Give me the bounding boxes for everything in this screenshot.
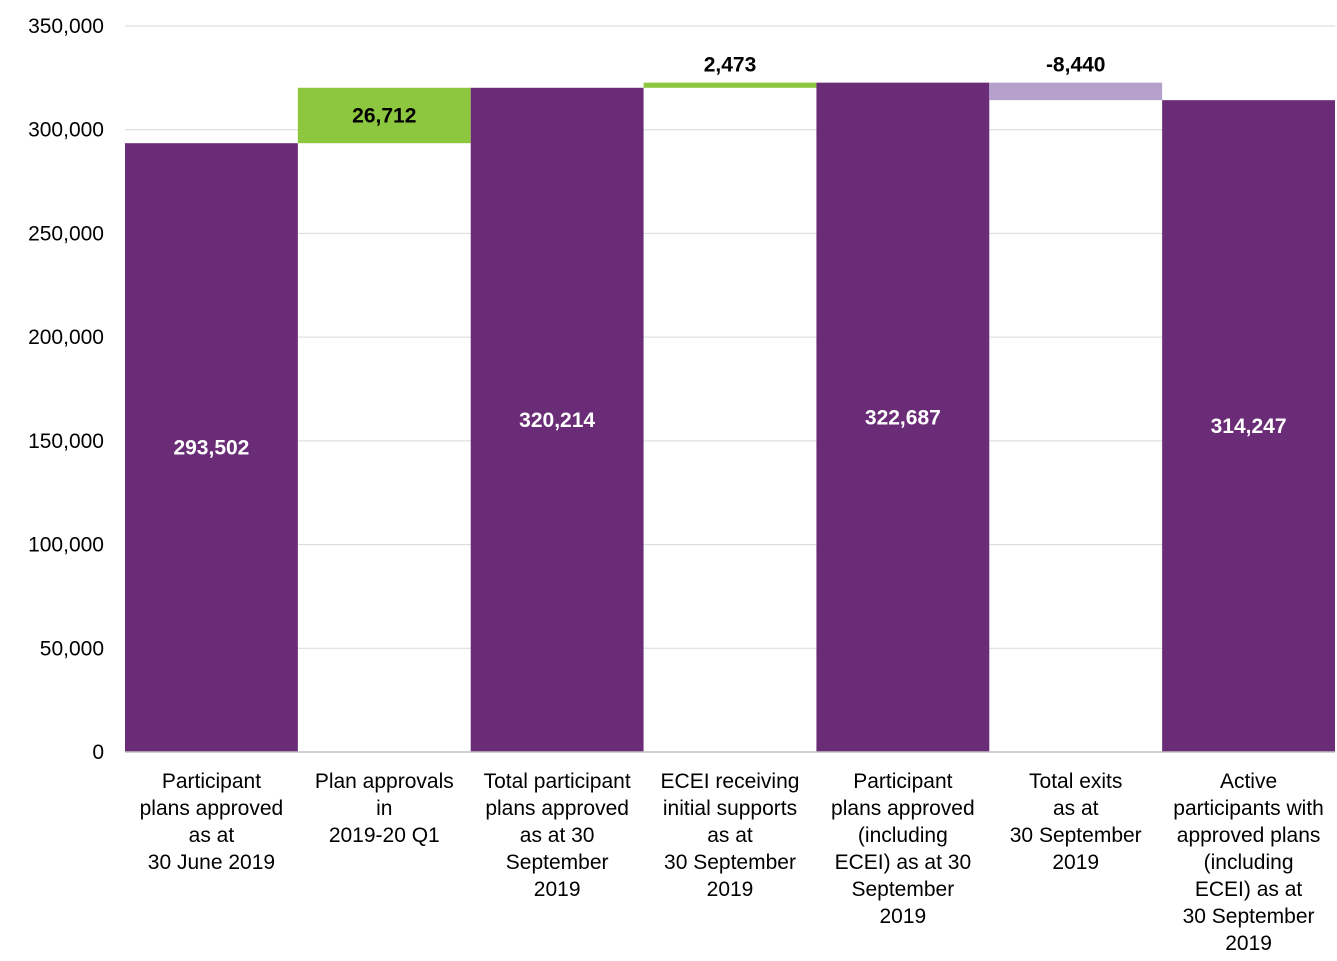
x-category-label-line: Plan approvals <box>315 770 454 793</box>
x-category-label: ECEI receiving initial supports as at 30 Se… <box>661 770 800 901</box>
data-label: -8,440 <box>1046 54 1106 77</box>
x-category-label-line: Active <box>1220 770 1277 793</box>
x-category-label-line: 30 September <box>1183 905 1315 928</box>
x-category-label: Total exits as at 30 September 2019 <box>1010 770 1142 874</box>
x-category-label: Plan approvals in 2019-20 Q1 <box>315 770 454 847</box>
x-category-label-line: (including <box>858 824 948 847</box>
x-category-label-line: 30 June 2019 <box>148 851 275 874</box>
y-tick-label: 200,000 <box>28 326 104 349</box>
bar-total <box>816 82 990 752</box>
y-tick-label: 150,000 <box>28 430 104 453</box>
x-category-label-line: 2019 <box>1052 851 1099 874</box>
y-tick-label: 300,000 <box>28 119 104 142</box>
data-label: 322,687 <box>865 406 941 429</box>
x-category-label-line: Participant <box>162 770 261 793</box>
x-category-label-line: as at 30 <box>520 824 595 847</box>
bar-total <box>470 87 644 753</box>
x-category-label-line: Participant <box>853 770 952 793</box>
bar-increase <box>297 87 471 144</box>
x-category-label: Participant plans approved (including ECEI)… <box>831 770 975 928</box>
x-category-label-line: as at <box>189 824 235 847</box>
data-label: 320,214 <box>519 409 595 432</box>
x-category-label-line: approved plans <box>1177 824 1321 847</box>
x-category-label-line: as at <box>1053 797 1099 820</box>
x-category-label-line: plans approved <box>140 797 284 820</box>
data-label: 314,247 <box>1211 415 1287 438</box>
x-category-label-line: ECEI receiving <box>661 770 800 793</box>
y-tick-label: 50,000 <box>40 637 104 660</box>
x-category-label-line: initial supports <box>663 797 797 820</box>
x-category-label-line: ECEI) as at <box>1195 878 1303 901</box>
x-category-label-line: Total exits <box>1029 770 1122 793</box>
x-category-label-line: September <box>506 851 609 874</box>
x-category-label-line: September <box>851 878 954 901</box>
x-category-label-line: as at <box>707 824 753 847</box>
y-tick-label: 0 <box>92 741 104 764</box>
x-axis-category-labels: Participant plans approved as at 30 June 20… <box>140 770 1324 955</box>
y-tick-label: 250,000 <box>28 222 104 245</box>
x-category-label-line: 2019 <box>534 878 581 901</box>
x-category-label-line: plans approved <box>831 797 975 820</box>
x-category-label-line: in <box>376 797 392 820</box>
x-category-label: Participant plans approved as at 30 June 20… <box>140 770 284 874</box>
y-tick-label: 350,000 <box>28 15 104 38</box>
x-category-label-line: 30 September <box>1010 824 1142 847</box>
data-label: 2,473 <box>704 54 757 77</box>
x-category-label-line: 2019 <box>707 878 754 901</box>
bar-total <box>125 143 298 752</box>
x-category-label-line: 30 September <box>664 851 796 874</box>
y-axis-tick-labels: 0 50,000 100,000 150,000 200,000 250,000 300,0… <box>28 15 104 764</box>
x-category-label-line: 2019-20 Q1 <box>329 824 440 847</box>
x-category-label-line: participants with <box>1173 797 1324 820</box>
x-category-label: Total participant plans approved as at 30 S… <box>484 770 631 901</box>
y-tick-label: 100,000 <box>28 534 104 557</box>
bar-total <box>1162 100 1335 753</box>
data-labels: 293,502 26,712 320,214 2,473 322,687 -8,440 31… <box>173 54 1286 460</box>
x-category-label-line: 2019 <box>1225 932 1272 955</box>
x-category-label-line: (including <box>1204 851 1294 874</box>
data-label: 26,712 <box>352 104 416 127</box>
x-category-label-line: plans approved <box>485 797 629 820</box>
x-category-label: Active participants with approved plans (in… <box>1173 770 1324 955</box>
x-category-label-line: Total participant <box>484 770 631 793</box>
data-label: 293,502 <box>173 437 249 460</box>
bars <box>125 82 1335 753</box>
bar-increase <box>643 82 817 88</box>
x-category-label-line: ECEI) as at 30 <box>835 851 972 874</box>
x-category-label-line: 2019 <box>879 905 926 928</box>
bar-decrease <box>989 82 1163 101</box>
